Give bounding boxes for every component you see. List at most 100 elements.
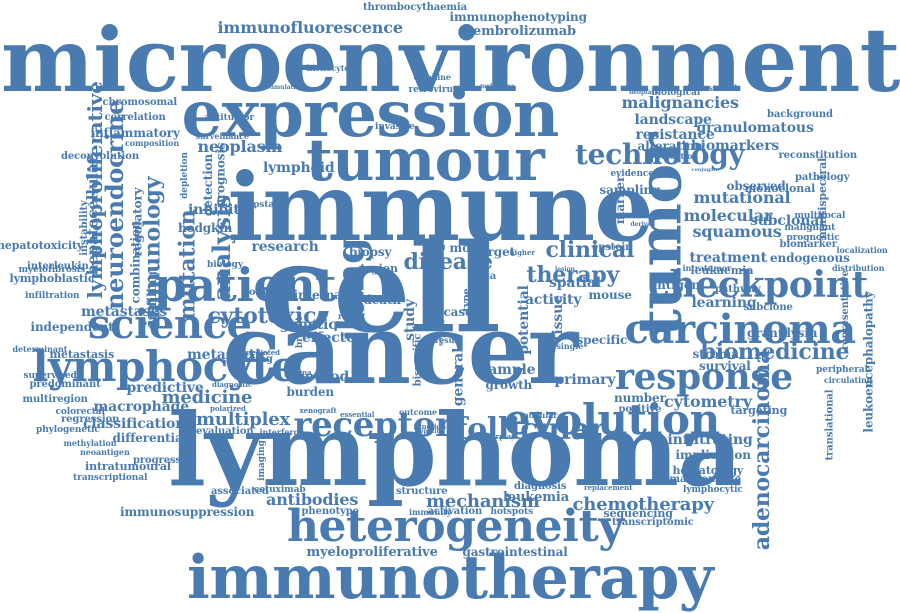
cloud-word: intratumor <box>682 263 732 273</box>
cloud-word: peripheral <box>816 364 868 375</box>
cloud-word: immune <box>227 153 654 263</box>
cloud-word: mediated <box>244 347 280 357</box>
cloud-word: single <box>556 341 584 351</box>
cloud-word: data <box>472 271 497 282</box>
cloud-word: evolution <box>504 395 720 444</box>
cloud-word: surveillance <box>195 131 249 141</box>
cloud-word: neoplasm <box>197 137 283 156</box>
cloud-word: antitumor <box>204 112 255 123</box>
cloud-word: phenotype <box>301 506 360 517</box>
cloud-word: reaction <box>661 151 699 161</box>
cloud-word: immunity <box>409 507 452 517</box>
cloud-word: background <box>767 109 833 120</box>
cloud-word: lesion <box>555 266 575 273</box>
cloud-word: technology <box>575 138 745 171</box>
cloud-word: essential <box>340 409 375 419</box>
cloud-word: infection <box>625 213 655 220</box>
cloud-word: mutational <box>693 188 791 207</box>
cloud-word: model <box>449 241 491 255</box>
cloud-word: detection <box>201 153 216 217</box>
cloud-word: predictive <box>126 380 204 396</box>
cloud-word: squamous <box>692 222 782 241</box>
cloud-word: implication <box>675 448 751 462</box>
cloud-word: lymphoma <box>168 391 743 509</box>
cloud-word: heterogeneity <box>287 501 624 552</box>
cloud-word: receptor <box>293 405 454 445</box>
cloud-word: subclone <box>743 302 793 313</box>
cloud-word: transcriptional <box>73 472 148 483</box>
cloud-word: result <box>435 335 461 345</box>
cloud-word: lymphoblastic <box>9 271 95 285</box>
cloud-word: deconvolution <box>61 151 139 162</box>
cloud-word: granulysin <box>747 326 818 340</box>
cloud-word: region <box>358 261 398 275</box>
cloud-word: hodgkin <box>178 221 233 235</box>
cloud-word: profiling <box>144 271 159 329</box>
cloud-word: lymphocyte <box>32 342 298 391</box>
cloud-word: setting <box>435 318 445 346</box>
cloud-word: relapse <box>336 317 365 327</box>
cloud-word: nodular <box>523 410 558 420</box>
cloud-word: localization <box>836 245 888 255</box>
cloud-word: determinant <box>12 344 68 354</box>
cloud-word: endogenous <box>770 251 850 265</box>
cloud-word: replacement <box>584 482 633 492</box>
cloud-word: bispecific <box>411 333 423 387</box>
cloud-word: myelofibrosis <box>18 264 86 275</box>
cloud-word: adenocarcinoma <box>749 349 776 551</box>
cloud-word: neoplasia <box>629 89 661 96</box>
cloud-word: leukaemia <box>690 263 754 277</box>
cloud-word: metastasis <box>49 347 115 361</box>
cloud-word: patient <box>154 258 337 312</box>
cloud-word: higher <box>509 247 536 257</box>
cloud-word: representative <box>839 270 851 350</box>
cloud-word: polarized <box>210 403 246 413</box>
cloud-word: response <box>615 356 793 398</box>
cloud-word: cetuximab <box>254 484 306 495</box>
cloud-word: inhibitor <box>188 202 257 218</box>
cloud-word: expression <box>181 77 560 152</box>
cloud-word: science <box>88 301 252 348</box>
cloud-word: method <box>290 369 350 385</box>
cloud-word: diagnostic <box>212 379 253 389</box>
cloud-word: disease <box>403 249 493 275</box>
cloud-word: multiplex <box>196 409 291 430</box>
cloud-word: biopsy <box>349 245 392 259</box>
cloud-word: cancer <box>222 293 579 406</box>
cloud-word: drug <box>427 241 446 251</box>
cloud-word: differential <box>112 431 188 445</box>
cloud-word: invasive <box>375 121 415 132</box>
cloud-word: immunotherapy <box>187 543 714 613</box>
cloud-word: positive <box>618 404 662 415</box>
cloud-word: lymphoid <box>263 160 335 176</box>
cloud-word: leukemia <box>503 489 570 505</box>
cloud-word: xenograft <box>299 405 337 415</box>
cloud-word: landscape <box>634 112 712 128</box>
cloud-word: metastases <box>81 304 167 320</box>
cloud-word: cytometry <box>664 392 752 411</box>
cloud-word: pathway <box>715 284 761 295</box>
cloud-word: number <box>614 391 666 405</box>
cloud-word: treatment <box>689 250 768 266</box>
cloud-word: hotspots <box>490 506 534 517</box>
cloud-word: predominant <box>29 379 101 390</box>
cloud-word: hematology <box>672 463 744 477</box>
cloud-word: stromal <box>692 347 744 361</box>
cloud-word: pembrolizumab <box>464 23 577 39</box>
cloud-word: specific <box>576 333 628 347</box>
cloud-word: malignant <box>784 222 836 233</box>
cloud-word: chromosomal <box>102 97 178 108</box>
cloud-word: interplay <box>480 431 516 441</box>
cloud-word: mechanism <box>426 491 540 512</box>
cloud-word: multifocal <box>794 210 846 221</box>
cloud-word: internal <box>293 288 347 302</box>
cloud-word: cytotoxic <box>207 303 317 329</box>
cloud-word: activity <box>525 292 582 308</box>
cloud-word: biomarker <box>779 239 838 250</box>
cloud-word: methylation <box>63 438 117 448</box>
cloud-word: loss <box>424 267 442 277</box>
cloud-word: pathology <box>795 172 850 183</box>
cloud-word: microenvironment <box>1 8 900 112</box>
cloud-word: translational <box>823 389 835 461</box>
